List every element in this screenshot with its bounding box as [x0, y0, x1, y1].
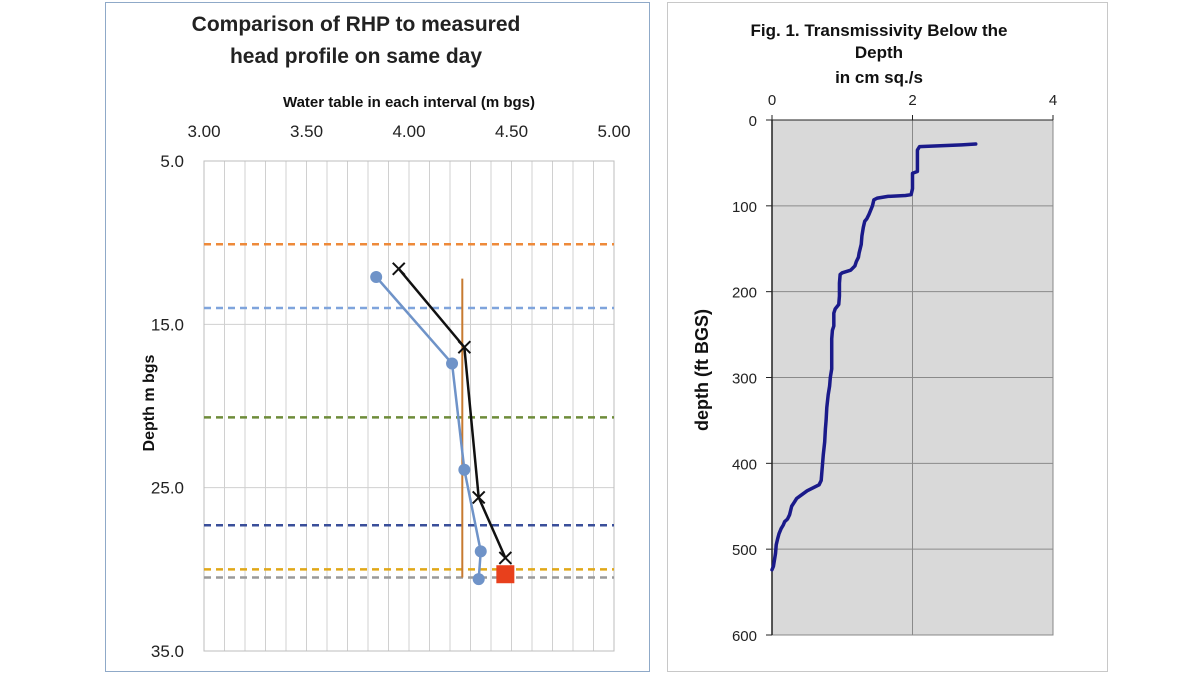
plot-area-border	[203, 160, 615, 652]
x-marker-stroke	[457, 340, 472, 354]
y-tick-label: 15.0	[151, 315, 184, 334]
chart-title-line: Fig. 1. Transmissivity Below the	[751, 21, 1008, 40]
y-tick-label: 400	[732, 456, 757, 473]
y-tick-label: 300	[732, 371, 757, 388]
chart-title-line: Comparison of RHP to measured	[192, 13, 521, 36]
x-tick-label: 5.00	[597, 122, 630, 141]
x-marker-stroke	[392, 262, 406, 276]
y-tick-label: 500	[732, 542, 757, 559]
right-chart-panel: Fig. 1. Transmissivity Below the Depth in …	[667, 2, 1108, 672]
circle-marker	[446, 357, 459, 370]
red-square-marker	[496, 565, 515, 584]
chart-title-line: head profile on same day	[230, 45, 482, 68]
x-tick-label: 4	[1049, 92, 1057, 109]
y-tick-label: 0	[749, 113, 757, 130]
x-tick-label: 3.50	[290, 122, 323, 141]
y-tick-label: 25.0	[151, 479, 184, 498]
blue-circles-line	[375, 276, 483, 580]
x-marker	[457, 340, 472, 354]
circle-marker	[472, 573, 485, 586]
x-tick-label: 0	[768, 92, 776, 109]
y-tick-label: 600	[732, 628, 757, 645]
x-marker	[392, 262, 406, 276]
x-marker-stroke	[498, 551, 513, 565]
x-axis-title: Water table in each interval (m bgs)	[283, 94, 535, 111]
y-tick-label: 200	[732, 285, 757, 302]
y-tick-label: 5.0	[160, 152, 184, 171]
chart-title-line: Depth	[855, 43, 903, 62]
y-tick-label: 100	[732, 199, 757, 216]
head-profile-chart: Comparison of RHP to measured head profil…	[141, 13, 631, 661]
transmissivity-chart: Fig. 1. Transmissivity Below the Depth in …	[692, 21, 1057, 645]
transmissivity-line	[770, 142, 978, 572]
y-axis-title: depth (ft BGS)	[692, 309, 712, 431]
circle-marker	[458, 463, 471, 476]
y-axis-title: Depth m bgs	[141, 354, 158, 451]
left-chart-panel: Comparison of RHP to measured head profil…	[105, 2, 650, 672]
x-marker-stroke	[471, 490, 486, 505]
circle-marker	[474, 545, 487, 558]
chart-title-line: in cm sq./s	[835, 68, 923, 87]
y-tick-label: 35.0	[151, 642, 184, 661]
circle-marker	[370, 270, 383, 283]
black-crosses-line	[397, 267, 507, 559]
x-tick-label: 2	[908, 92, 916, 109]
x-tick-label: 4.50	[495, 122, 528, 141]
x-marker	[471, 490, 486, 505]
x-marker	[498, 551, 513, 565]
x-tick-label: 4.00	[392, 122, 425, 141]
x-tick-label: 3.00	[187, 122, 220, 141]
